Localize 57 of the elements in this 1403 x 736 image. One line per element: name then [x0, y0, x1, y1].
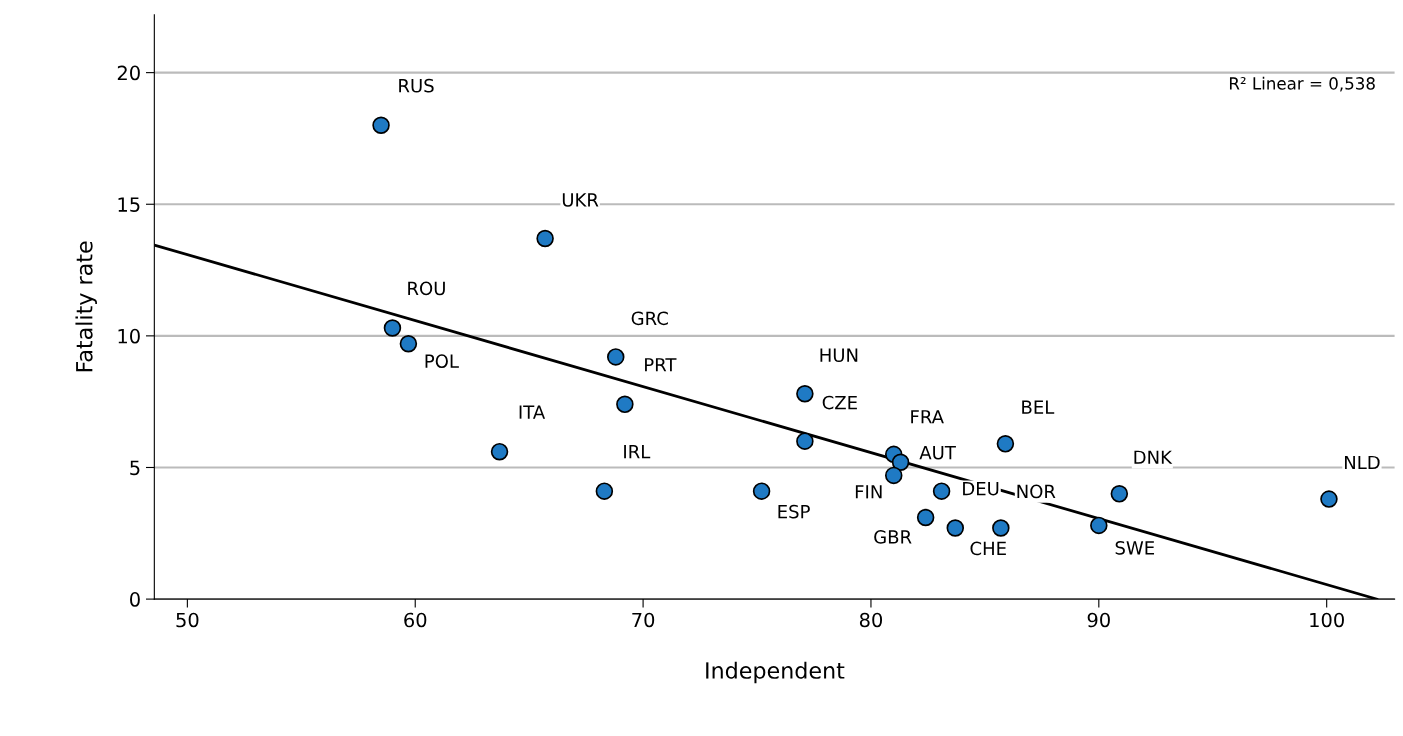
annotation: NLD: [1344, 455, 1380, 470]
point: [606, 348, 625, 366]
point: [946, 519, 965, 537]
annotation: POL: [425, 354, 459, 368]
point: [884, 466, 903, 485]
annotation: RUS: [399, 78, 434, 93]
annotation: FIN: [855, 485, 882, 499]
annotation: SWE: [1115, 540, 1155, 555]
x-tick-label: 100: [1310, 612, 1344, 628]
annotation: AUT: [919, 446, 956, 460]
y-tick-label: 10: [118, 328, 140, 344]
point: [796, 385, 814, 403]
point: [992, 519, 1010, 537]
annotation: ROU: [408, 281, 445, 296]
x-tick-label: 50: [176, 612, 199, 628]
y-axis-title: Fatality rate: [75, 241, 97, 372]
point: [536, 229, 554, 248]
x-axis-title: Independent: [706, 661, 845, 684]
annotation: R² Linear = 0,538: [1229, 76, 1375, 92]
point: [383, 319, 402, 337]
annotation: IRL: [624, 445, 651, 459]
x-tick-label: 60: [404, 612, 427, 628]
point: [916, 508, 935, 527]
point: [399, 335, 418, 353]
point: [796, 432, 814, 450]
point: [891, 453, 910, 471]
x-tick-label: 80: [859, 612, 883, 628]
point: [1320, 490, 1338, 508]
x-tick-label: 90: [1087, 612, 1110, 628]
y-tick-label: 0: [130, 592, 140, 607]
annotation: HUN: [820, 348, 858, 363]
point: [490, 442, 509, 461]
annotation: GBR: [874, 530, 912, 544]
point: [372, 116, 390, 135]
annotation: BEL: [1022, 400, 1055, 414]
annotation: GRC: [631, 311, 668, 326]
annotation: ESP: [778, 504, 810, 519]
annotation: DNK: [1134, 450, 1173, 464]
point: [752, 482, 771, 500]
y-tick-label: 15: [118, 197, 140, 212]
point: [1090, 516, 1108, 535]
point: [1110, 485, 1129, 503]
point: [595, 482, 614, 500]
y-tick-label: 5: [130, 460, 140, 476]
annotation: ITA: [519, 405, 546, 419]
annotation: CHE: [970, 541, 1006, 556]
y-tick-label: 20: [117, 65, 140, 81]
annotation: CZE: [822, 395, 857, 410]
point: [616, 395, 634, 414]
x-tick-label: 70: [632, 612, 655, 628]
annotation: UKR: [562, 193, 599, 207]
annotation: PRT: [645, 358, 677, 372]
point: [996, 435, 1015, 453]
annotation: NOR: [1017, 484, 1056, 499]
point: [932, 482, 951, 500]
annotation: DEU: [963, 482, 999, 496]
annotation: FRA: [911, 410, 944, 424]
